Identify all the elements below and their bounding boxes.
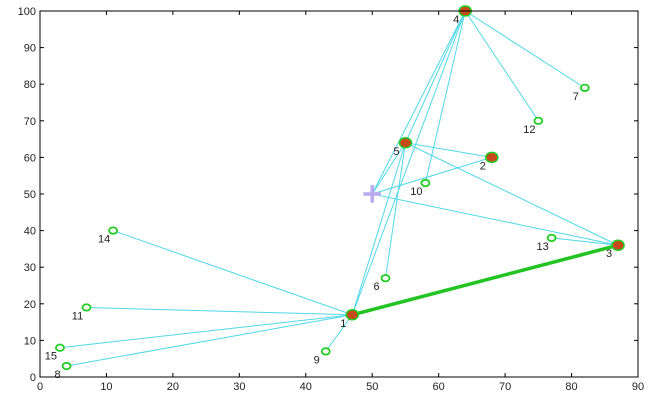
edge-1-14 <box>112 230 353 316</box>
edge-2-sink <box>372 156 492 195</box>
y-tick-label-80: 80 <box>24 79 36 91</box>
edge-5-3 <box>405 142 619 246</box>
edge-5-2 <box>405 142 492 158</box>
sensor-node-7 <box>579 83 590 92</box>
edge-4-10 <box>424 10 466 184</box>
highlight-layer <box>351 243 619 317</box>
sensor-node-14 <box>108 226 118 235</box>
x-tick-label-70: 70 <box>499 381 511 393</box>
edge-4-sink <box>371 10 466 195</box>
sensor-node-12 <box>533 116 544 125</box>
x-tick-label-90: 90 <box>632 381 644 393</box>
node-label-3: 3 <box>606 248 612 260</box>
edge-1-9 <box>325 314 353 352</box>
y-tick-label-50: 50 <box>24 189 36 201</box>
sensor-node-15 <box>55 343 65 352</box>
node-label-6: 6 <box>373 281 379 293</box>
nodes-layer <box>55 5 625 371</box>
sensor-node-10 <box>420 178 431 188</box>
edge-5-6 <box>385 142 406 279</box>
x-axis-ticks: 0 10 20 30 40 50 60 70 80 90 <box>37 11 644 393</box>
x-tick-label-0: 0 <box>37 381 43 393</box>
x-tick-label-50: 50 <box>366 381 378 393</box>
node-label-1: 1 <box>340 318 346 330</box>
node-label-2: 2 <box>480 160 486 172</box>
y-tick-label-60: 60 <box>24 152 36 164</box>
edge-4-5 <box>404 10 466 143</box>
edges-layer <box>59 10 619 367</box>
highlight-edge-1-3 <box>351 243 619 317</box>
node-label-7: 7 <box>573 91 579 103</box>
sensor-node-9 <box>320 347 331 356</box>
x-tick-label-10: 10 <box>100 381 112 393</box>
y-tick-label-100: 100 <box>18 6 36 18</box>
edge-4-1 <box>351 10 466 315</box>
edge-1-15 <box>59 314 353 349</box>
sensor-node-6 <box>380 274 391 283</box>
x-tick-label-80: 80 <box>565 381 577 393</box>
edge-1-8 <box>66 314 353 367</box>
node-label-5: 5 <box>393 146 399 158</box>
y-tick-label-40: 40 <box>24 226 36 238</box>
cluster-head-node-2 <box>485 151 499 164</box>
node-label-14: 14 <box>98 234 110 246</box>
sensor-node-13 <box>546 233 557 243</box>
x-tick-label-30: 30 <box>233 381 245 393</box>
sensor-node-11 <box>81 303 92 312</box>
y-tick-label-10: 10 <box>24 335 36 347</box>
y-tick-label-70: 70 <box>24 116 36 128</box>
x-tick-label-60: 60 <box>433 381 445 393</box>
node-label-11: 11 <box>72 310 83 322</box>
y-tick-label-90: 90 <box>24 43 36 55</box>
y-tick-label-0: 0 <box>30 372 36 384</box>
node-label-9: 9 <box>314 354 320 366</box>
sensor-node-8 <box>61 361 72 371</box>
cluster-head-node-1 <box>345 309 360 321</box>
node-label-15: 15 <box>45 351 57 363</box>
cluster-head-node-3 <box>611 239 625 251</box>
sink-marker <box>363 185 381 203</box>
node-label-8: 8 <box>55 369 61 381</box>
node-label-12: 12 <box>523 124 535 136</box>
node-label-10: 10 <box>410 186 422 198</box>
node-label-4: 4 <box>453 14 459 26</box>
edge-3-13 <box>551 237 619 246</box>
edge-4-7 <box>464 10 586 89</box>
x-tick-label-40: 40 <box>300 381 312 393</box>
node-label-13: 13 <box>536 241 548 253</box>
cluster-head-node-5 <box>398 137 413 149</box>
x-tick-label-20: 20 <box>167 381 179 393</box>
y-tick-label-30: 30 <box>24 262 36 274</box>
edge-5-sink <box>371 142 406 195</box>
edge-1-11 <box>86 306 353 316</box>
y-axis-ticks: 0 10 20 30 40 50 60 70 80 90 100 <box>18 6 638 384</box>
edge-5-1 <box>351 142 406 315</box>
y-tick-label-20: 20 <box>24 299 36 311</box>
edge-4-12 <box>464 10 539 122</box>
edge-3-sink <box>372 193 619 246</box>
